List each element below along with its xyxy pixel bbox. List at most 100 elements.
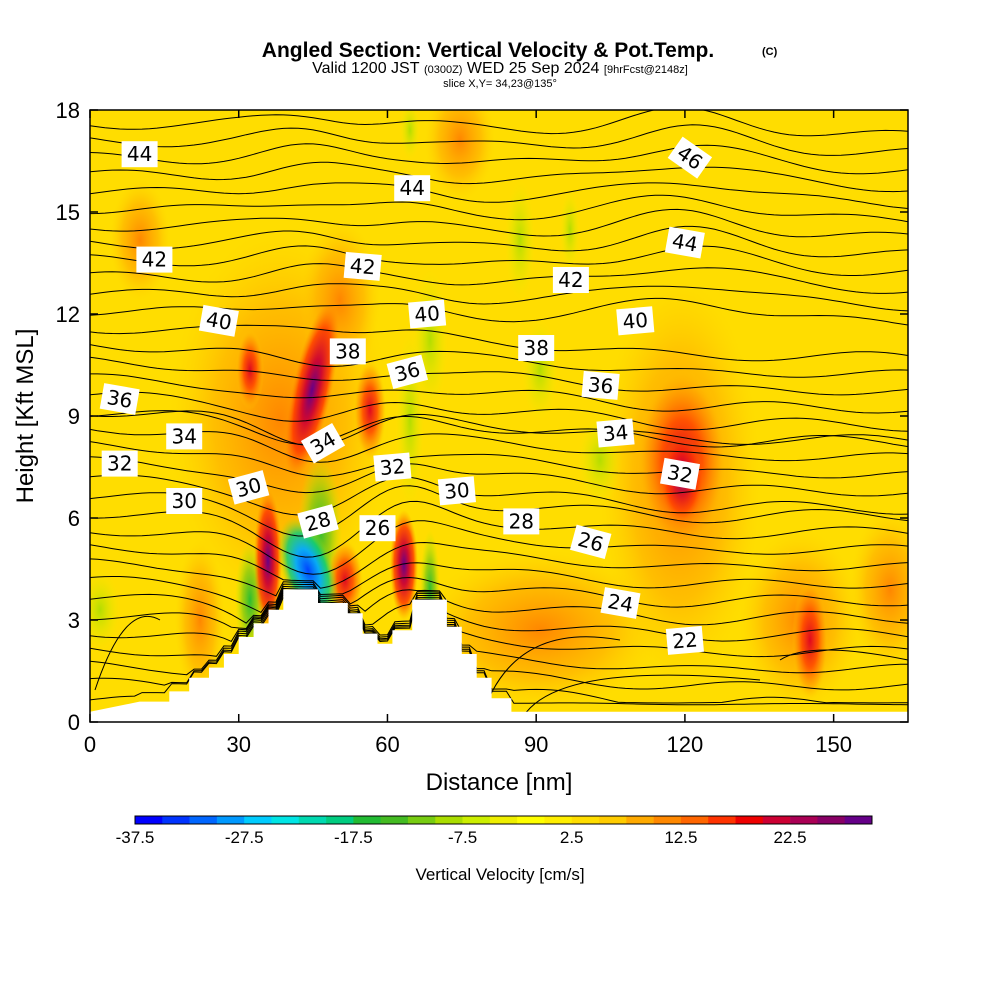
valid-date: WED 25 Sep 2024	[467, 60, 600, 77]
contour-label-text: 28	[509, 509, 534, 533]
chart-title-mark: (C)	[762, 46, 778, 58]
contour-label-box	[660, 457, 700, 490]
isentrope-line	[90, 590, 908, 674]
contour-label: 30	[437, 476, 476, 506]
y-tick-label: 0	[68, 710, 80, 735]
contour-label-box	[359, 515, 396, 542]
contour-label-box	[667, 136, 713, 179]
isentrope-line	[90, 225, 908, 258]
contour-label-text: 40	[204, 307, 233, 335]
y-axis-label: Height [Kft MSL]	[12, 329, 39, 504]
colorbar-swatch	[298, 816, 327, 824]
colorbar-swatch	[790, 816, 818, 824]
contour-label-text: 32	[665, 460, 694, 488]
contour-label: 36	[386, 354, 429, 390]
colorbar-tick-label: 2.5	[560, 828, 584, 847]
contour-label: 40	[616, 306, 655, 336]
colorbar-swatch	[380, 816, 409, 824]
contour-label: 34	[596, 418, 635, 448]
contour-label: 42	[343, 251, 382, 281]
isentrope-line	[90, 263, 908, 294]
contour-label-text: 42	[558, 268, 583, 292]
contour-label: 38	[329, 338, 366, 365]
contour-label-box	[408, 299, 447, 329]
contour-label: 44	[664, 226, 705, 259]
colorbar-swatch	[353, 816, 381, 824]
contour-label-box	[166, 423, 203, 450]
colorbar-swatch	[599, 816, 627, 824]
isentrope-line	[90, 297, 908, 326]
slice-info: slice X,Y= 34,23@135°	[443, 78, 557, 90]
contour-label-box	[101, 450, 138, 477]
x-axis-label: Distance [nm]	[426, 769, 573, 796]
colorbar-swatch	[844, 816, 873, 824]
isentrope-line	[90, 541, 908, 589]
isentrope-line	[779, 649, 908, 661]
isentrope-line	[90, 182, 908, 209]
contour-label-box	[394, 175, 431, 202]
colorbar-swatch	[544, 816, 573, 824]
contour-label-text: 36	[587, 372, 614, 398]
contour-label-text: 38	[523, 336, 548, 360]
isentrope-line	[90, 283, 908, 312]
contour-label-box	[297, 504, 339, 539]
y-tick-label: 15	[56, 200, 80, 225]
colorbar-swatch	[271, 816, 300, 824]
velocity-field	[90, 110, 908, 722]
contour-label: 36	[99, 383, 140, 415]
colorbar-swatch	[680, 816, 709, 824]
contour-label-text: 40	[622, 308, 649, 334]
contour-label-box	[166, 488, 203, 514]
contour-label-box	[300, 422, 346, 464]
colorbar	[134, 815, 873, 825]
contour-label: 34	[166, 423, 203, 450]
colorbar-frame	[134, 815, 873, 825]
colorbar-swatch	[216, 816, 245, 824]
x-tick-label: 150	[815, 732, 852, 757]
x-tick-label: 120	[667, 732, 704, 757]
contour-label-box	[552, 267, 589, 293]
contour-label-text: 44	[127, 142, 152, 166]
contour-label: 32	[660, 457, 700, 490]
contour-label: 44	[121, 141, 158, 168]
contour-label-box	[596, 418, 635, 448]
isentrope-line	[519, 674, 761, 722]
isentrope-line	[90, 428, 908, 463]
contour-label-box	[343, 251, 382, 281]
isentrope-line	[90, 245, 908, 276]
contour-label-box	[616, 306, 655, 336]
y-tick-label: 18	[56, 98, 80, 123]
isentrope-line	[90, 410, 908, 448]
colorbar-swatch	[462, 816, 491, 824]
contour-label-text: 22	[671, 627, 698, 653]
contour-label-text: 36	[105, 385, 134, 413]
colorbar-tick-label: -17.5	[334, 828, 373, 847]
isentrope-line	[90, 576, 908, 614]
terrain-mask	[90, 589, 908, 722]
isentrope-line	[90, 592, 908, 691]
contour-label-box	[121, 141, 158, 168]
contour-label-box	[503, 508, 540, 535]
colorbar-swatch	[735, 816, 764, 824]
colorbar-swatch	[762, 816, 791, 824]
isentrope-line	[90, 585, 908, 626]
colorbar-swatch	[817, 816, 846, 824]
colorbar-swatch	[708, 816, 736, 824]
contour-label: 26	[359, 515, 396, 542]
isentrope-line	[90, 356, 908, 396]
colorbar-swatch	[571, 816, 600, 824]
colorbar-swatch	[135, 816, 163, 824]
chart-title: Angled Section: Vertical Velocity & Pot.…	[262, 39, 714, 62]
isentrope-line	[90, 110, 908, 137]
contour-label-text: 40	[413, 301, 440, 327]
isentrope-line	[90, 441, 908, 479]
contour-label-box	[664, 226, 705, 259]
colorbar-tick-label: -7.5	[448, 828, 477, 847]
isentrope-line	[90, 589, 908, 658]
colorbar-swatch	[517, 816, 545, 824]
valid-utc: (0300Z)	[424, 64, 463, 76]
colorbar-swatch	[626, 816, 654, 824]
